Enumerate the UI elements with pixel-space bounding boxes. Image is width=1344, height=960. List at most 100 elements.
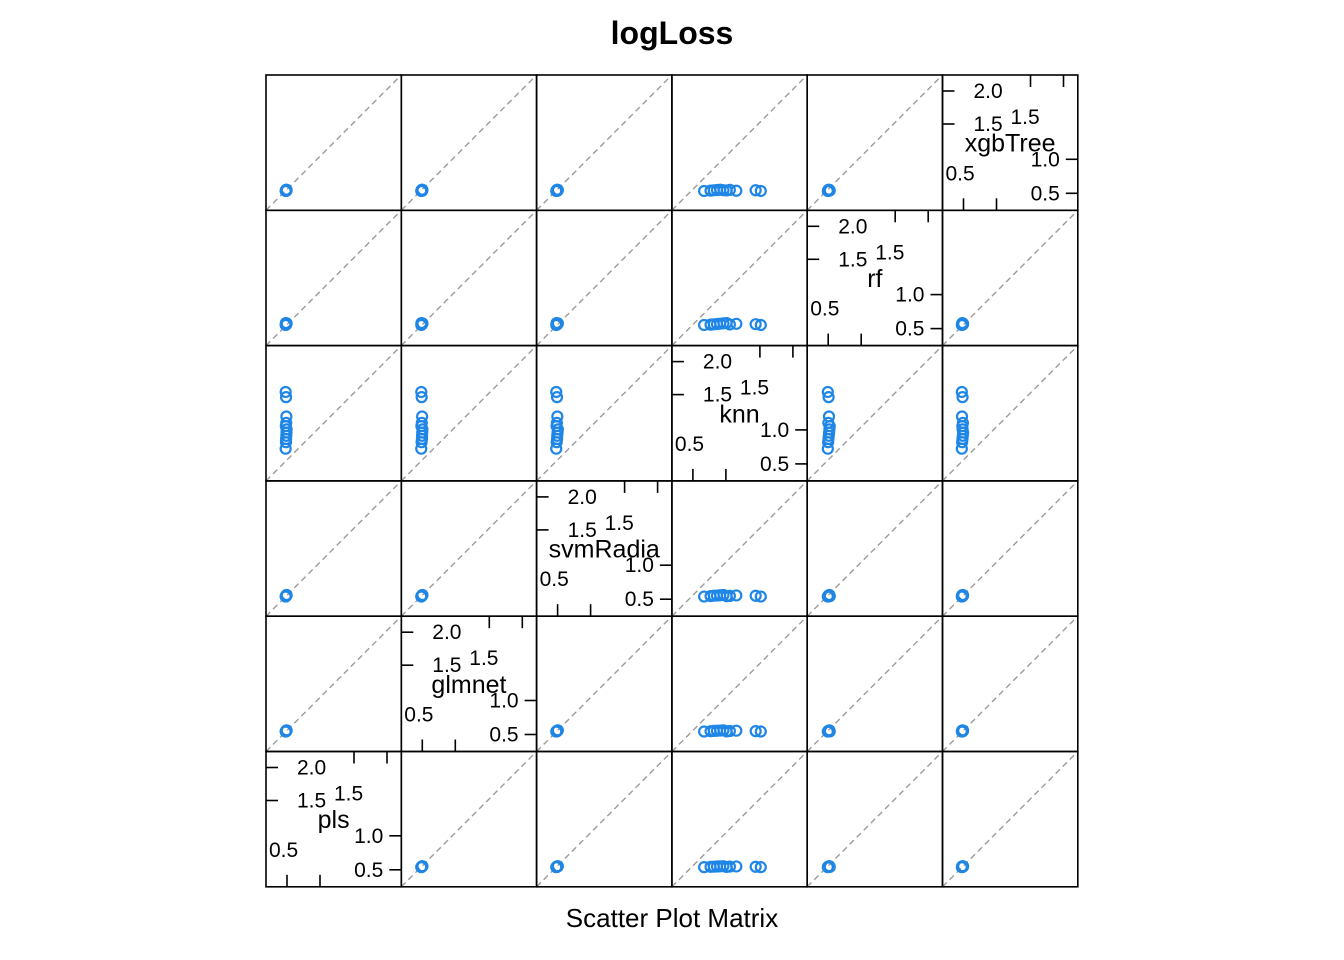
panel-glmnet-vs-rf (806, 615, 944, 753)
reference-line (806, 345, 943, 482)
panel-xgbTree-vs-rf (806, 74, 944, 212)
tick-label: 0.5 (489, 724, 518, 747)
data-point (822, 184, 835, 197)
tick-label: 1.0 (489, 690, 518, 713)
variable-name-svmRadial: svmRadia (549, 536, 660, 564)
data-point (956, 860, 969, 873)
tick-label: 0.5 (269, 839, 298, 862)
data-point (415, 860, 428, 873)
data-point (822, 725, 835, 738)
tick-label: 0.5 (625, 588, 654, 611)
data-point (279, 725, 293, 738)
panel-rf-vs-knn (671, 209, 809, 347)
panel-glmnet-vs-pls (265, 615, 403, 753)
reference-line (671, 751, 808, 888)
chart-title: logLoss (611, 15, 734, 51)
tick-label: 0.5 (810, 298, 839, 321)
variable-name-rf: rf (867, 265, 882, 293)
data-point (749, 860, 762, 873)
data-point (730, 589, 743, 602)
panel-rf-vs-rf: 2.0 1.5 1.5 0.5 1.0 0.5 rf (806, 209, 944, 347)
data-point (730, 724, 743, 737)
reference-line (265, 615, 402, 752)
panel-xgbTree-vs-xgbTree: 2.0 1.5 1.5 0.5 1.0 0.5 xgbTree (941, 74, 1079, 212)
tick-label: 1.0 (625, 554, 654, 577)
data-point (415, 184, 428, 197)
tick-label: 1.5 (1011, 106, 1040, 129)
data-point (280, 410, 293, 423)
reference-line (400, 209, 538, 347)
reference-line (671, 480, 808, 617)
reference-line (536, 615, 673, 752)
reference-line (942, 480, 1079, 617)
tick-label: 2.0 (432, 621, 461, 644)
reference-line (806, 615, 943, 752)
variable-name-knn: knn (719, 400, 759, 428)
tick-label: 1.5 (334, 783, 363, 806)
reference-line (806, 480, 943, 617)
tick-label: 2.0 (568, 486, 597, 509)
reference-line (400, 751, 538, 888)
data-point (956, 416, 970, 430)
panel-knn-vs-rf (806, 344, 944, 482)
data-point (754, 590, 767, 603)
panel-border (941, 750, 1079, 888)
reference-line (806, 751, 943, 888)
panel-grid: 2.0 1.5 1.5 0.5 1.0 0.5 xgbTree 2.0 1.5 1.5 0.5 1.0… (265, 74, 1079, 888)
panel-svmRadial-vs-pls (265, 480, 403, 617)
reference-line (671, 209, 808, 347)
tick-label: 0.5 (946, 162, 975, 185)
panel-pls-vs-xgbTree (941, 750, 1079, 888)
panel-svmRadial-vs-rf (806, 480, 944, 617)
tick-label: 1.5 (469, 647, 498, 670)
tick-label: 1.5 (875, 241, 904, 264)
tick-label: 2.0 (974, 80, 1003, 103)
tick-label: 1.5 (605, 512, 634, 535)
data-point (749, 589, 762, 602)
data-point (279, 318, 293, 331)
data-point (415, 416, 428, 430)
tick-label: 1.5 (740, 377, 769, 400)
reference-line (942, 751, 1079, 888)
panel-glmnet-vs-xgbTree (941, 615, 1079, 753)
variable-name-glmnet: glmnet (431, 671, 506, 699)
panel-rf-vs-xgbTree (941, 209, 1079, 347)
data-point (723, 318, 736, 331)
reference-line (671, 615, 808, 752)
tick-label: 1.0 (895, 284, 924, 307)
tick-label: 2.0 (297, 757, 326, 780)
data-point (822, 391, 835, 404)
tick-label: 0.5 (540, 568, 569, 591)
panel-pls-vs-knn (671, 750, 809, 888)
data-point (723, 589, 736, 603)
reference-line (536, 209, 673, 347)
tick-label: 1.5 (838, 248, 867, 271)
reference-line (806, 74, 943, 211)
data-point (956, 318, 969, 331)
tick-label: 0.5 (1031, 182, 1060, 205)
data-point (550, 318, 564, 331)
data-point (723, 183, 736, 196)
data-point (415, 589, 428, 602)
data-point (754, 318, 767, 332)
reference-line (265, 345, 402, 482)
tick-label: 1.5 (297, 790, 326, 813)
data-point (822, 860, 835, 873)
panel-pls-vs-rf (806, 750, 944, 888)
variable-name-pls: pls (318, 806, 350, 834)
panel-rf-vs-pls (265, 209, 403, 347)
data-point (550, 184, 564, 197)
tick-label: 0.5 (404, 704, 433, 727)
reference-line (942, 209, 1079, 347)
data-point (956, 589, 969, 602)
panel-pls-vs-glmnet (400, 750, 538, 888)
data-point (279, 391, 293, 404)
panel-glmnet-vs-svmRadial (535, 615, 673, 753)
data-point (415, 318, 428, 331)
data-point (730, 860, 743, 873)
data-point (955, 385, 968, 399)
data-point (749, 184, 762, 197)
data-point (550, 860, 564, 873)
tick-label: 1.0 (354, 825, 383, 848)
data-point (955, 410, 969, 423)
